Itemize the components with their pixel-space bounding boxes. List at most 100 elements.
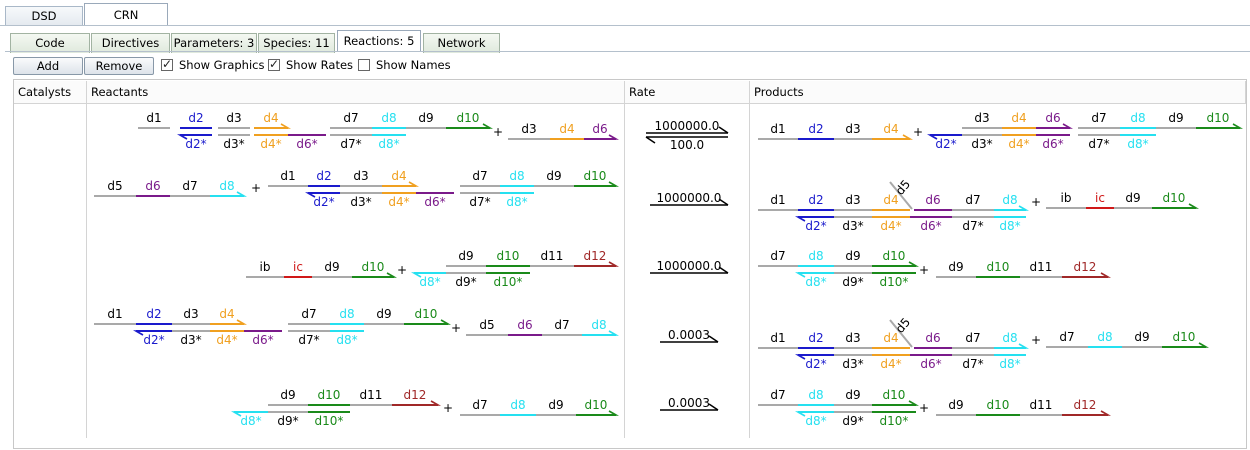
- domain-label-d4: d4: [219, 307, 234, 321]
- domain-label-d7: d7: [770, 388, 785, 402]
- domain-label-d6s: d6*: [252, 333, 273, 347]
- domain-label-d11: d11: [541, 249, 564, 263]
- strand-arrowhead: [132, 330, 144, 336]
- domain-label-d2: d2: [808, 331, 823, 345]
- domain-label-d8s: d8*: [999, 357, 1020, 371]
- domain-label-d4: d4: [391, 169, 406, 183]
- plus-sign: +: [913, 125, 923, 139]
- strand-arrowhead: [608, 134, 620, 140]
- tab-dsd[interactable]: DSD: [5, 6, 83, 26]
- domain-label-d7: d7: [1059, 330, 1074, 344]
- domain-label-d4s: d4*: [216, 333, 237, 347]
- domain-label-d8: d8: [339, 307, 354, 321]
- rate-forward-label: 1000000.0: [657, 259, 722, 273]
- domain-label-d7: d7: [301, 307, 316, 321]
- strand-segment: [889, 319, 913, 348]
- domain-label-d9: d9: [1168, 111, 1183, 125]
- tab-species[interactable]: Species: 11: [258, 33, 335, 53]
- domain-label-d9: d9: [845, 249, 860, 263]
- domain-label-d7: d7: [554, 318, 569, 332]
- rate-arrowhead: [708, 335, 719, 343]
- tab-reactions[interactable]: Reactions: 5: [337, 30, 421, 52]
- tab-directives[interactable]: Directives: [91, 33, 170, 53]
- strand-arrowhead: [430, 400, 442, 406]
- remove-button[interactable]: Remove: [84, 57, 154, 75]
- domain-label-d7s: d7*: [469, 195, 490, 209]
- domain-label-d9: d9: [376, 307, 391, 321]
- strand-arrowhead: [794, 216, 806, 222]
- tab-network[interactable]: Network: [423, 33, 500, 53]
- domain-label-d3: d3: [353, 169, 368, 183]
- domain-label-d12: d12: [404, 388, 427, 402]
- tab-code[interactable]: Code: [10, 33, 90, 53]
- column-header-products[interactable]: Products: [750, 81, 1246, 103]
- strand-arrowhead: [794, 354, 806, 360]
- domain-label-d7s: d7*: [298, 333, 319, 347]
- column-header-rate[interactable]: Rate: [625, 81, 750, 103]
- domain-label-d3s: d3*: [180, 333, 201, 347]
- domain-label-d2s: d2*: [805, 357, 826, 371]
- column-header-catalysts[interactable]: Catalysts: [14, 81, 87, 103]
- domain-label-d7: d7: [472, 398, 487, 412]
- show-names-label: Show Names: [376, 58, 451, 72]
- strand-arrowhead: [280, 123, 292, 129]
- strand-arrowhead: [902, 134, 914, 140]
- domain-label-d10: d10: [1173, 330, 1196, 344]
- domain-label-d9: d9: [845, 388, 860, 402]
- domain-label-d3: d3: [845, 122, 860, 136]
- domain-label-d2s: d2*: [935, 137, 956, 151]
- domain-label-d2: d2: [188, 111, 203, 125]
- tab-parameters[interactable]: Parameters: 3: [171, 33, 257, 53]
- domain-label-d6: d6: [517, 318, 532, 332]
- domain-label-d7: d7: [1091, 111, 1106, 125]
- strand-arrowhead: [1018, 205, 1030, 211]
- tab-crn[interactable]: CRN: [84, 3, 168, 26]
- strand-arrowhead: [1100, 410, 1112, 416]
- domain-label-d2s: d2*: [185, 137, 206, 151]
- domain-label-d3: d3: [226, 111, 241, 125]
- plus-sign: +: [1031, 195, 1041, 209]
- domain-label-d10s: d10*: [315, 414, 344, 428]
- show-rates-checkbox[interactable]: [268, 57, 280, 71]
- domain-label-ic: ic: [293, 260, 303, 274]
- show-graphics-label: Show Graphics: [179, 58, 265, 72]
- strand-arrowhead: [608, 410, 620, 416]
- column-header-reactants[interactable]: Reactants: [87, 81, 625, 103]
- add-button[interactable]: Add: [13, 57, 83, 75]
- domain-label-d5: d5: [107, 179, 122, 193]
- domain-label-d10: d10: [584, 169, 607, 183]
- strand-arrowhead: [908, 400, 920, 406]
- show-graphics-checkbox[interactable]: [161, 57, 173, 71]
- domain-label-d8: d8: [509, 169, 524, 183]
- domain-label-d8s: d8*: [336, 333, 357, 347]
- strand-arrowhead: [176, 134, 188, 140]
- domain-label-d9s: d9*: [455, 275, 476, 289]
- domain-label-d3s: d3*: [842, 357, 863, 371]
- strand-arrowhead: [608, 181, 620, 187]
- header-divider: [14, 103, 1246, 104]
- show-names-checkbox[interactable]: [358, 59, 370, 71]
- reactions-table: [13, 79, 1247, 449]
- rate-reverse-label: 100.0: [670, 138, 704, 152]
- domain-label-ib: ib: [1061, 191, 1072, 205]
- domain-label-d9: d9: [546, 169, 561, 183]
- domain-label-d6s: d6*: [920, 219, 941, 233]
- domain-label-d8s: d8*: [999, 219, 1020, 233]
- strand-arrowhead: [926, 134, 938, 140]
- rate-forward-label: 1000000.0: [655, 119, 720, 133]
- domain-label-d8s: d8*: [506, 195, 527, 209]
- show-rates-label: Show Rates: [286, 58, 354, 72]
- domain-label-d9: d9: [280, 388, 295, 402]
- strand-arrowhead: [908, 261, 920, 267]
- domain-label-d10s: d10*: [880, 275, 909, 289]
- domain-label-d2: d2: [316, 169, 331, 183]
- domain-label-d11: d11: [1030, 260, 1053, 274]
- domain-label-d8: d8: [591, 318, 606, 332]
- domain-label-d9: d9: [324, 260, 339, 274]
- domain-label-d9: d9: [548, 398, 563, 412]
- domain-label-d1: d1: [280, 169, 295, 183]
- domain-label-d8s: d8*: [240, 414, 261, 428]
- plus-sign: +: [251, 181, 261, 195]
- strand-arrowhead: [1062, 123, 1074, 129]
